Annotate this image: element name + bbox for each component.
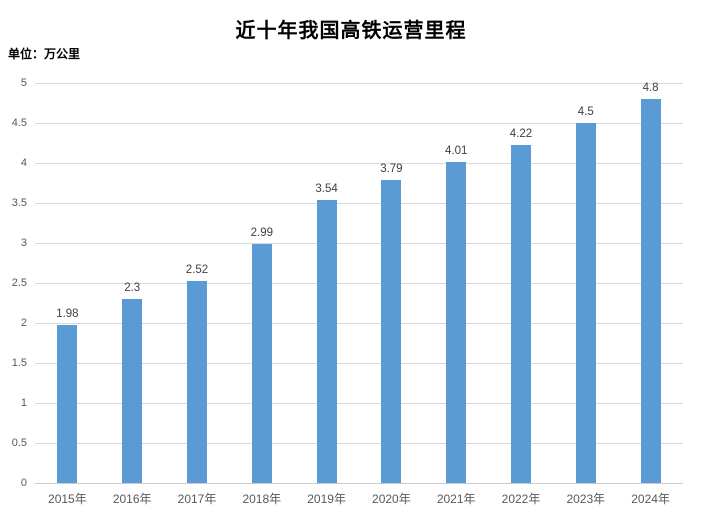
x-tick-label: 2016年 xyxy=(112,492,152,506)
bar-value-label: 2.3 xyxy=(124,282,141,294)
gridline xyxy=(35,202,683,204)
gridline xyxy=(35,122,683,124)
bar-value-label: 1.98 xyxy=(56,307,79,320)
bar xyxy=(57,324,78,483)
x-tick-label: 2017年 xyxy=(177,492,217,506)
y-tick-label: 2.5 xyxy=(11,277,27,289)
y-tick-label: 3 xyxy=(20,237,27,249)
y-tick-label: 0.5 xyxy=(11,437,27,449)
y-tick-label: 2 xyxy=(20,317,27,329)
y-tick-label: 0 xyxy=(20,477,27,489)
plot-area: 0 0.5 1 1.5 2 2.5 3 3.5 4 4.5 5 1.98 2015年 2.3 2016年 2.… xyxy=(12,77,683,506)
gridline xyxy=(35,282,683,284)
x-tick-label: 2015年 xyxy=(48,492,87,506)
chart-title: 近十年我国高铁运营里程 xyxy=(235,20,467,42)
y-tick-label: 1 xyxy=(20,397,27,409)
y-tick-label: 4.5 xyxy=(11,117,27,129)
y-tick-label: 1.5 xyxy=(11,357,27,369)
bar-value-label: 4.01 xyxy=(444,145,468,158)
gridline xyxy=(35,442,683,444)
x-axis-line xyxy=(35,482,683,484)
bar-value-label: 4.8 xyxy=(642,82,659,94)
x-tick-label: 2024年 xyxy=(631,492,670,506)
bar-value-label: 2.52 xyxy=(185,264,209,277)
bar-value-label: 3.54 xyxy=(315,182,338,195)
x-tick-label: 2023年 xyxy=(566,492,606,506)
y-tick-label: 5 xyxy=(20,77,27,89)
bar xyxy=(446,162,467,483)
bar-value-label: 2.99 xyxy=(250,226,273,239)
bar xyxy=(640,99,661,483)
x-tick-label: 2019年 xyxy=(307,492,346,506)
x-tick-label: 2021年 xyxy=(436,492,476,506)
gridline xyxy=(35,322,683,324)
bar xyxy=(187,281,207,483)
unit-label: 单位：万公里 xyxy=(8,47,81,61)
gridline xyxy=(35,362,683,364)
bar xyxy=(251,243,272,483)
x-tick-label: 2018年 xyxy=(242,492,282,506)
y-tick-label: 3.5 xyxy=(11,197,27,209)
bar xyxy=(122,299,143,483)
gridline xyxy=(35,162,683,164)
bar xyxy=(575,123,596,483)
bar xyxy=(316,199,337,483)
x-tick-label: 2020年 xyxy=(372,492,411,506)
gridline xyxy=(35,402,683,404)
bar-value-label: 3.79 xyxy=(380,162,403,175)
bar xyxy=(381,179,402,483)
bar-value-label: 4.5 xyxy=(577,106,594,118)
gridline xyxy=(35,242,683,244)
x-tick-label: 2022年 xyxy=(501,492,541,506)
y-tick-label: 4 xyxy=(20,157,27,169)
bar-value-label: 4.22 xyxy=(509,128,533,141)
gridline xyxy=(35,82,683,84)
bar xyxy=(511,145,531,483)
